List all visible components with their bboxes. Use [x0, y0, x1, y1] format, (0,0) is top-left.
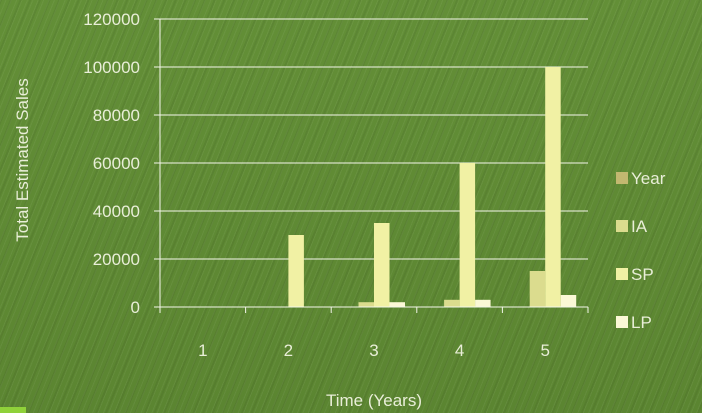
bars	[288, 67, 577, 307]
corner-accent	[0, 407, 26, 413]
legend: Year IA SP LP	[616, 169, 666, 332]
gridlines	[160, 18, 588, 260]
x-tick-label: 3	[369, 341, 378, 360]
bar-sp-5	[545, 67, 561, 307]
bar-lp-5	[560, 295, 577, 307]
y-tick-label: 120000	[83, 10, 140, 29]
y-tick-label: 40000	[93, 202, 140, 221]
y-tick-label: 60000	[93, 154, 140, 173]
x-tick-label: 1	[198, 341, 207, 360]
legend-label-lp: LP	[631, 313, 652, 332]
x-tick-labels: 1 2 3 4 5	[198, 341, 550, 360]
bar-ia-4	[444, 299, 460, 307]
y-tick-label: 80000	[93, 106, 140, 125]
legend-swatch-year	[616, 172, 628, 184]
legend-label-sp: SP	[631, 265, 654, 284]
y-tick-label: 100000	[83, 58, 140, 77]
legend-label-ia: IA	[631, 217, 648, 236]
x-tick-label: 5	[540, 341, 549, 360]
legend-label-year: Year	[631, 169, 666, 188]
bar-sp-3	[374, 223, 390, 307]
legend-swatch-lp	[616, 316, 628, 328]
legend-swatch-sp	[616, 268, 628, 280]
y-axis-title: Total Estimated Sales	[13, 78, 32, 241]
bar-sp-4	[459, 163, 476, 307]
bar-lp-3	[389, 302, 405, 307]
bar-sp-2	[288, 235, 304, 307]
y-tick-label: 0	[131, 298, 140, 317]
axes	[154, 18, 589, 313]
legend-swatch-ia	[616, 220, 628, 232]
bar-ia-5	[529, 271, 546, 307]
bar-lp-4	[475, 299, 491, 307]
x-tick-label: 4	[455, 341, 464, 360]
y-tick-label: 20000	[93, 250, 140, 269]
x-axis-title: Time (Years)	[326, 391, 422, 410]
bar-ia-3	[358, 302, 374, 307]
y-tick-labels: 0 20000 40000 60000 80000 100000 120000	[83, 10, 140, 317]
x-tick-label: 2	[284, 341, 293, 360]
